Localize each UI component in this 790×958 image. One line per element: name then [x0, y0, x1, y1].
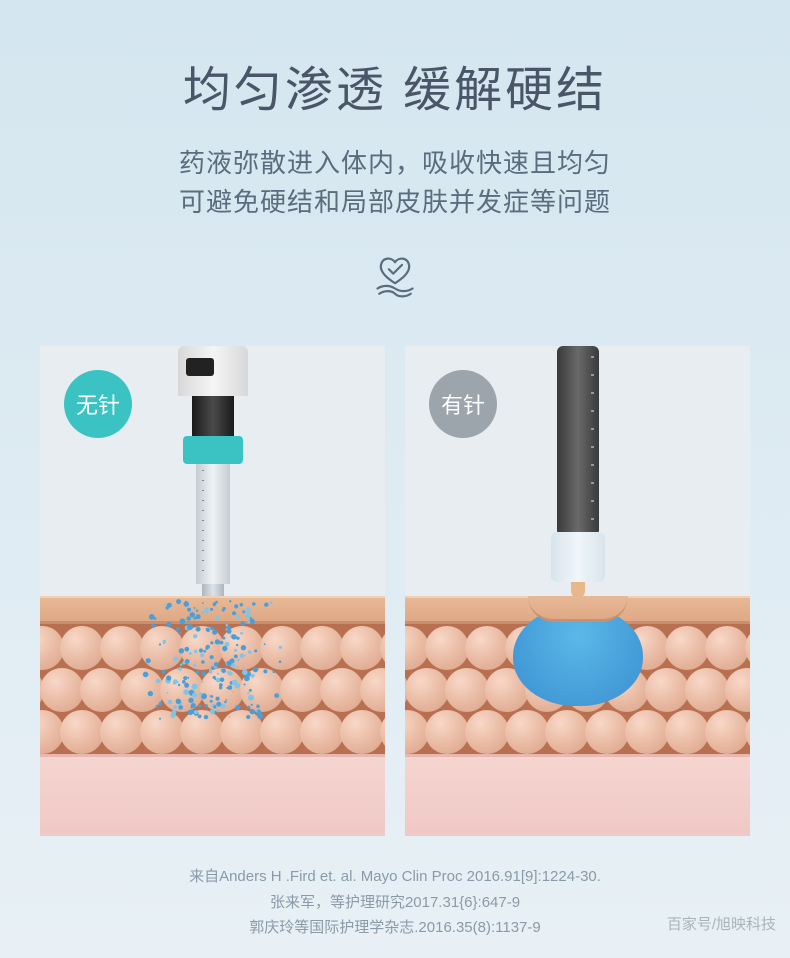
watermark: 百家号/旭映科技	[667, 913, 776, 934]
device-cap	[178, 346, 248, 396]
syringe-body	[557, 346, 599, 536]
syringe-holder	[551, 532, 605, 582]
main-title: 均匀渗透 缓解硬结	[0, 50, 790, 120]
subtitle-line-2: 可避免硬结和局部皮肤并发症等问题	[0, 183, 790, 222]
citation-line-1: 来自Anders H .Fird et. al. Mayo Clin Proc …	[0, 864, 790, 890]
device-ring	[183, 436, 243, 464]
badge-needle-free: 无针	[64, 370, 132, 438]
badge-needle: 有针	[429, 370, 497, 438]
panel-needle-free: 无针	[40, 346, 385, 836]
skin-indentation	[528, 596, 628, 622]
dispersion-spray	[133, 591, 293, 731]
header: 均匀渗透 缓解硬结 药液弥散进入体内，吸收快速且均匀 可避免硬结和局部皮肤并发症…	[0, 0, 790, 222]
comparison-panels: 无针 有针	[40, 346, 750, 836]
device-neck	[192, 396, 234, 436]
care-heart-check-icon	[0, 250, 790, 311]
subcutaneous-tissue	[405, 754, 750, 836]
device-barrel	[196, 464, 230, 584]
subtitle: 药液弥散进入体内，吸收快速且均匀 可避免硬结和局部皮肤并发症等问题	[0, 144, 790, 222]
citation-line-2: 张来军，等护理研究2017.31{6}:647-9	[0, 890, 790, 916]
subcutaneous-tissue	[40, 754, 385, 836]
panel-needle: 有针	[405, 346, 750, 836]
subtitle-line-1: 药液弥散进入体内，吸收快速且均匀	[0, 144, 790, 183]
